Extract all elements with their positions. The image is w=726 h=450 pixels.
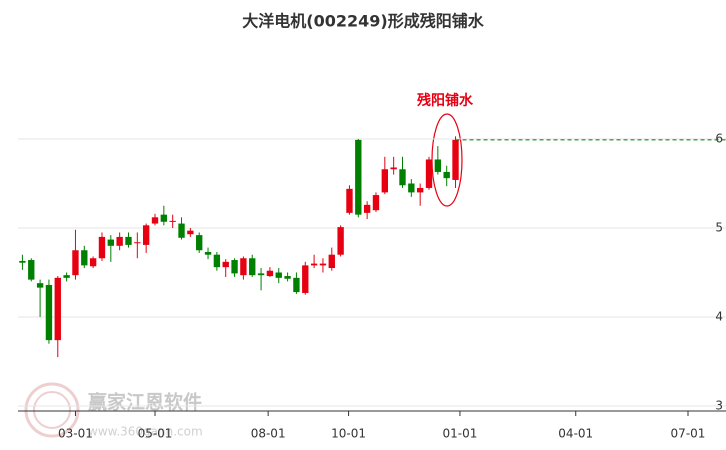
candle-body xyxy=(328,254,335,269)
candle-body xyxy=(408,183,415,193)
candle-body xyxy=(81,250,88,266)
y-tick-label: 6 xyxy=(715,132,723,146)
candle-body xyxy=(196,235,203,251)
candle-body xyxy=(337,227,344,255)
candle-body xyxy=(98,236,106,259)
candle-body xyxy=(107,239,114,246)
candle-body xyxy=(187,230,194,235)
x-tick-label: 08-01 xyxy=(251,427,286,441)
candle-body xyxy=(434,159,442,172)
candle-body xyxy=(125,236,132,245)
candle-body xyxy=(355,139,362,215)
x-tick-label: 10-01 xyxy=(331,427,366,441)
candle-body xyxy=(134,242,141,244)
candle-body xyxy=(249,258,256,276)
candle-body xyxy=(54,277,61,341)
candle-body xyxy=(63,275,70,278)
annotation: 残阳铺水 xyxy=(417,92,474,109)
candle-body xyxy=(178,223,185,238)
candle-body xyxy=(36,283,44,288)
candle-body xyxy=(169,220,176,222)
candle-body xyxy=(142,225,150,245)
candle-body xyxy=(452,139,459,180)
candle-body xyxy=(310,263,318,266)
candle-body xyxy=(72,250,79,276)
x-tick-label: 07-01 xyxy=(671,427,706,441)
watermark-logo xyxy=(24,382,80,438)
candle-body xyxy=(222,261,229,268)
candle-body xyxy=(372,195,380,211)
candle-body xyxy=(284,276,291,279)
chart-title: 大洋电机(002249)形成残阳铺水 xyxy=(242,12,484,31)
candle-body xyxy=(399,169,406,186)
candle-body xyxy=(45,284,53,341)
candle-body xyxy=(425,159,433,188)
candle-body xyxy=(346,188,353,213)
y-tick-label: 3 xyxy=(715,399,723,413)
candle-body xyxy=(416,187,424,193)
candle-body xyxy=(319,263,327,266)
candle-body xyxy=(293,277,300,293)
candle-body xyxy=(381,169,388,193)
x-tick-label: 05-01 xyxy=(138,427,173,441)
y-tick-label: 5 xyxy=(715,221,723,235)
candle-body xyxy=(89,258,97,267)
candle-body xyxy=(443,171,450,179)
candle-body xyxy=(231,260,238,274)
candle-body xyxy=(275,272,282,278)
candle-body xyxy=(28,260,35,280)
x-tick-label: 01-01 xyxy=(443,427,478,441)
candle-body xyxy=(302,265,309,293)
candle-body xyxy=(160,214,168,222)
candle-body xyxy=(363,204,371,213)
candle-body xyxy=(204,252,212,255)
y-tick-label: 4 xyxy=(715,310,723,324)
candle-body xyxy=(116,236,123,246)
candle-body xyxy=(151,217,159,224)
candle-body xyxy=(213,254,221,268)
watermark: 赢家江恩软件 xyxy=(88,391,202,414)
candle-body xyxy=(240,258,247,276)
candle-body xyxy=(390,167,397,170)
x-tick-label: 03-01 xyxy=(58,427,93,441)
candle-body xyxy=(266,270,274,277)
candle-body xyxy=(257,273,265,276)
x-tick-label: 04-01 xyxy=(558,427,593,441)
candle-body xyxy=(19,260,26,263)
watermark-url: www.360gann.com xyxy=(88,425,203,439)
